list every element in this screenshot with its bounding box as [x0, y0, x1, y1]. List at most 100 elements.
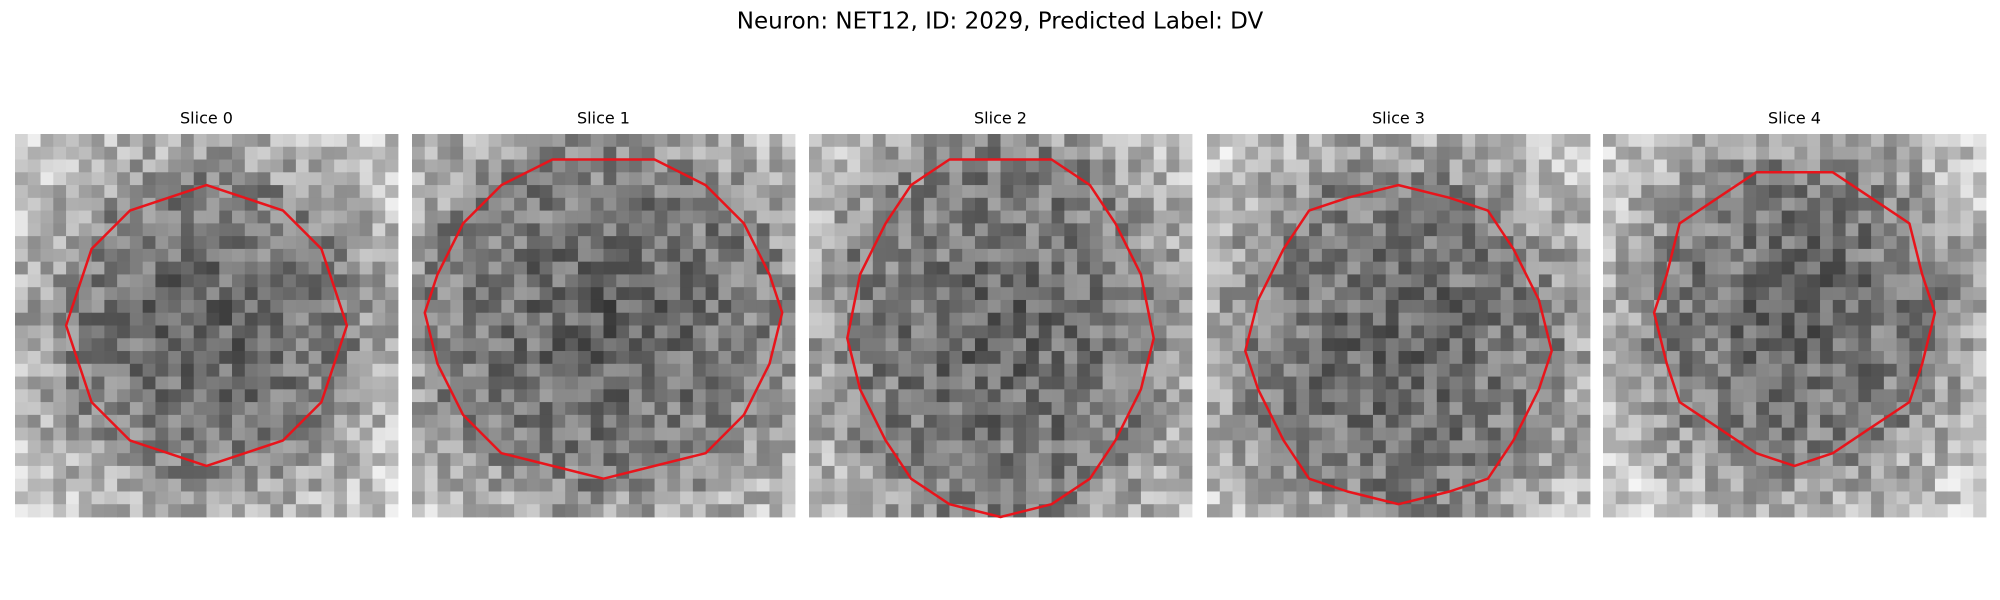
pixel	[1372, 261, 1387, 275]
pixel	[1641, 465, 1655, 480]
pixel	[590, 223, 604, 237]
pixel	[1270, 134, 1284, 148]
pixel	[1794, 236, 1808, 250]
pixel	[1820, 465, 1834, 480]
pixel	[244, 504, 258, 518]
pixel	[1245, 172, 1259, 186]
pixel	[40, 414, 54, 429]
pixel	[1526, 491, 1540, 505]
pixel	[117, 376, 131, 390]
pixel	[168, 172, 182, 186]
pixel	[974, 325, 989, 339]
pixel	[1166, 210, 1180, 224]
pixel	[949, 210, 963, 224]
pixel	[40, 172, 54, 186]
pixel	[1219, 299, 1233, 314]
pixel	[654, 478, 668, 492]
pixel	[667, 248, 681, 263]
pixel	[718, 312, 732, 326]
pixel	[424, 465, 438, 480]
pixel	[692, 223, 707, 237]
pixel	[1807, 248, 1821, 263]
pixel	[1128, 338, 1142, 352]
pixel	[53, 261, 67, 275]
pixel	[1115, 427, 1129, 441]
pixel	[1128, 134, 1142, 148]
pixel	[91, 299, 105, 314]
pixel	[1973, 299, 1987, 314]
pixel	[1960, 389, 1974, 403]
pixel	[206, 389, 220, 403]
pixel	[1577, 453, 1591, 467]
pixel	[731, 134, 745, 148]
pixel	[66, 248, 80, 263]
pixel	[1883, 312, 1898, 326]
pixel	[1411, 478, 1425, 492]
pixel	[809, 453, 823, 467]
pixel	[1500, 351, 1514, 365]
pixel	[1756, 414, 1770, 429]
pixel	[244, 465, 258, 480]
pixel	[1102, 504, 1116, 518]
pixel	[1487, 134, 1502, 148]
pixel	[577, 453, 592, 467]
pixel	[1372, 376, 1387, 390]
pixel	[1372, 338, 1387, 352]
pixel	[1947, 172, 1961, 186]
pixel	[1820, 299, 1834, 314]
pixel	[1551, 134, 1565, 148]
pixel	[1153, 159, 1167, 173]
pixel	[1385, 504, 1399, 518]
pixel	[385, 299, 399, 314]
pixel	[692, 299, 707, 314]
pixel	[1934, 197, 1949, 211]
pixel	[321, 504, 335, 518]
pixel	[782, 274, 796, 288]
pixel	[346, 465, 361, 480]
image-panel	[412, 134, 796, 518]
pixel	[539, 414, 553, 429]
pixel	[923, 376, 938, 390]
pixel	[244, 325, 258, 339]
pixel	[603, 146, 617, 160]
pixel	[1179, 248, 1193, 263]
pixel	[168, 299, 182, 314]
pixel	[117, 325, 131, 339]
pixel	[1794, 197, 1808, 211]
pixel	[346, 261, 361, 275]
pixel	[616, 351, 630, 365]
pixel	[206, 312, 220, 326]
pixel	[1398, 478, 1412, 492]
pixel	[40, 453, 54, 467]
pixel	[616, 223, 630, 237]
pixel	[1947, 312, 1961, 326]
pixel	[501, 210, 515, 224]
pixel	[1334, 299, 1348, 314]
pixel	[1232, 210, 1246, 224]
pixel	[514, 248, 528, 263]
pixel	[1641, 453, 1655, 467]
pixel	[1896, 159, 1910, 173]
pixel	[756, 236, 770, 250]
pixel	[1449, 504, 1463, 518]
pixel	[756, 414, 770, 429]
pixel	[1000, 389, 1014, 403]
image-panel	[1207, 134, 1591, 518]
pixel	[244, 478, 258, 492]
pixel	[705, 236, 719, 250]
pixel	[1973, 159, 1987, 173]
pixel	[1115, 351, 1129, 365]
pixel	[372, 491, 386, 505]
pixel	[1628, 376, 1642, 390]
pixel	[1871, 453, 1885, 467]
pixel	[78, 210, 92, 224]
pixel	[1372, 312, 1387, 326]
pixel	[244, 210, 258, 224]
pixel	[1564, 491, 1578, 505]
pixel	[180, 134, 195, 148]
pixel	[565, 325, 579, 339]
pixel	[743, 248, 758, 263]
pixel	[1807, 159, 1821, 173]
pixel	[193, 363, 207, 377]
pixel	[1794, 159, 1808, 173]
